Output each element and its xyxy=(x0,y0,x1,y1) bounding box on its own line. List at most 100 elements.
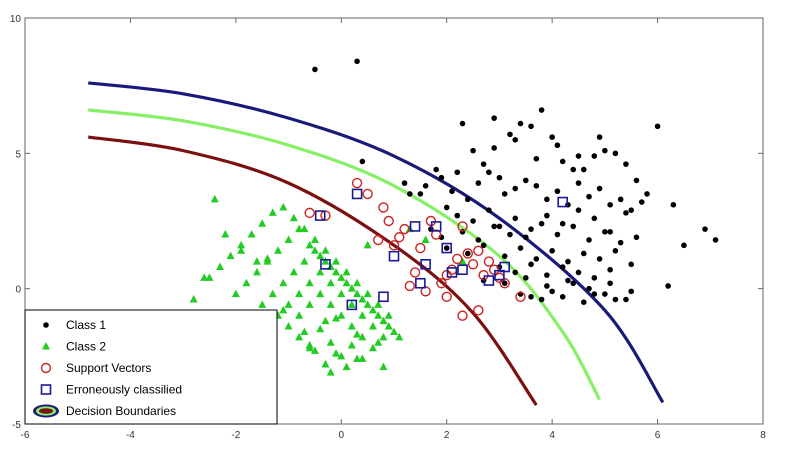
class-1-point xyxy=(580,250,587,257)
x-tick-label: 6 xyxy=(655,430,661,441)
class-2-point xyxy=(216,262,225,271)
class-1-point xyxy=(512,185,519,192)
class-2-point xyxy=(258,300,267,308)
class-1-point xyxy=(491,115,497,121)
class-2-point xyxy=(353,289,362,298)
class-1-point xyxy=(528,123,534,130)
class-1-point xyxy=(417,191,424,197)
class-1-point xyxy=(459,120,466,127)
class-1-point xyxy=(554,231,561,238)
erroneously-classilied-point xyxy=(499,261,511,273)
class-2-point xyxy=(310,246,319,254)
y-tick-label: 0 xyxy=(15,285,21,296)
class-2-point xyxy=(295,224,304,233)
class-1-point xyxy=(533,155,540,162)
class-1-point xyxy=(602,147,608,154)
class-1-point xyxy=(559,293,566,300)
class-2-point xyxy=(284,322,293,330)
class-1-point xyxy=(538,296,545,303)
class-1-point xyxy=(538,107,545,113)
class-2-point xyxy=(268,208,277,216)
class-1-point xyxy=(559,220,566,227)
class-2-point xyxy=(326,368,335,376)
class-2-point xyxy=(332,257,341,265)
support-vectors-point xyxy=(467,259,479,270)
support-vectors-point xyxy=(436,278,447,289)
class-1-point xyxy=(554,188,561,195)
support-vectors-point xyxy=(441,291,452,302)
class-2-point xyxy=(316,267,325,276)
y-tick-label: 10 xyxy=(10,14,22,25)
support-vectors-point xyxy=(372,234,384,246)
class-1-point xyxy=(617,239,624,246)
class-1-point xyxy=(602,291,608,297)
decision-boundary-line xyxy=(88,81,665,404)
class-2-point xyxy=(363,289,372,298)
erroneously-classilied-point xyxy=(441,242,453,254)
support-vectors-point xyxy=(462,248,473,259)
erroneously-classilied-point xyxy=(378,291,389,303)
support-vectors-point xyxy=(304,207,315,219)
class-2-point xyxy=(226,251,235,260)
class-2-point xyxy=(252,257,261,265)
class-1-point xyxy=(480,161,487,167)
class-1-point xyxy=(475,180,482,186)
y-tick-label: 5 xyxy=(15,149,21,160)
class-1-point xyxy=(570,166,577,173)
class-2-point xyxy=(268,289,277,298)
class-2-point xyxy=(205,273,214,281)
class-2-point xyxy=(353,330,362,338)
class-1-point xyxy=(470,147,476,154)
class-1-point xyxy=(681,242,687,249)
class-1-point xyxy=(465,250,471,257)
class-2-point xyxy=(353,354,362,363)
class-2-point xyxy=(337,351,346,360)
class-1-point xyxy=(607,280,613,287)
class-1-point xyxy=(591,215,598,222)
class-2-point xyxy=(258,219,267,227)
support-vectors-point xyxy=(415,242,426,254)
class-1-point xyxy=(549,288,555,295)
support-vectors-point xyxy=(452,253,463,265)
class-1-point xyxy=(475,237,482,243)
support-vectors-point xyxy=(388,240,400,251)
class-1-point xyxy=(449,188,455,195)
class-1-point xyxy=(354,58,360,65)
class-2-point xyxy=(347,284,356,292)
class-1-point xyxy=(486,207,492,213)
class-1-point xyxy=(528,261,534,268)
class-1-point xyxy=(522,275,529,281)
class-2-point xyxy=(332,349,341,357)
legend-box xyxy=(24,309,278,425)
class-1-point xyxy=(602,229,608,235)
erroneously-classilied-point xyxy=(314,210,326,221)
y-tick-label: -5 xyxy=(12,420,21,431)
x-tick-label: -4 xyxy=(126,430,135,441)
legend-marker-support-vectors xyxy=(40,362,52,374)
class-1-point xyxy=(565,258,571,265)
class-1-point xyxy=(496,174,503,181)
class-1-point xyxy=(665,283,671,289)
erroneously-classilied-point xyxy=(320,259,331,270)
class-1-point xyxy=(591,275,598,281)
class-1-point xyxy=(480,242,487,249)
class-2-point xyxy=(358,332,367,341)
legend-marker-erroneously-classilied xyxy=(40,384,52,395)
class-1-point xyxy=(670,201,677,208)
class-2-point xyxy=(368,305,377,314)
class-1-point xyxy=(617,196,624,203)
legend-label: Class 1 xyxy=(66,318,106,332)
legend-marker-class-2 xyxy=(42,342,50,350)
class-2-point xyxy=(363,240,372,249)
support-vectors-point xyxy=(473,305,484,316)
class-2-point xyxy=(237,246,246,254)
class-1-point xyxy=(623,210,629,216)
class-2-point xyxy=(374,338,383,346)
class-1-point xyxy=(607,229,613,235)
class-1-point xyxy=(628,288,635,295)
class-2-point xyxy=(374,311,383,319)
class-1-point xyxy=(549,134,555,140)
class-2-point xyxy=(295,311,304,319)
support-vectors-point xyxy=(409,267,421,278)
erroneously-classilied-point xyxy=(457,264,468,276)
